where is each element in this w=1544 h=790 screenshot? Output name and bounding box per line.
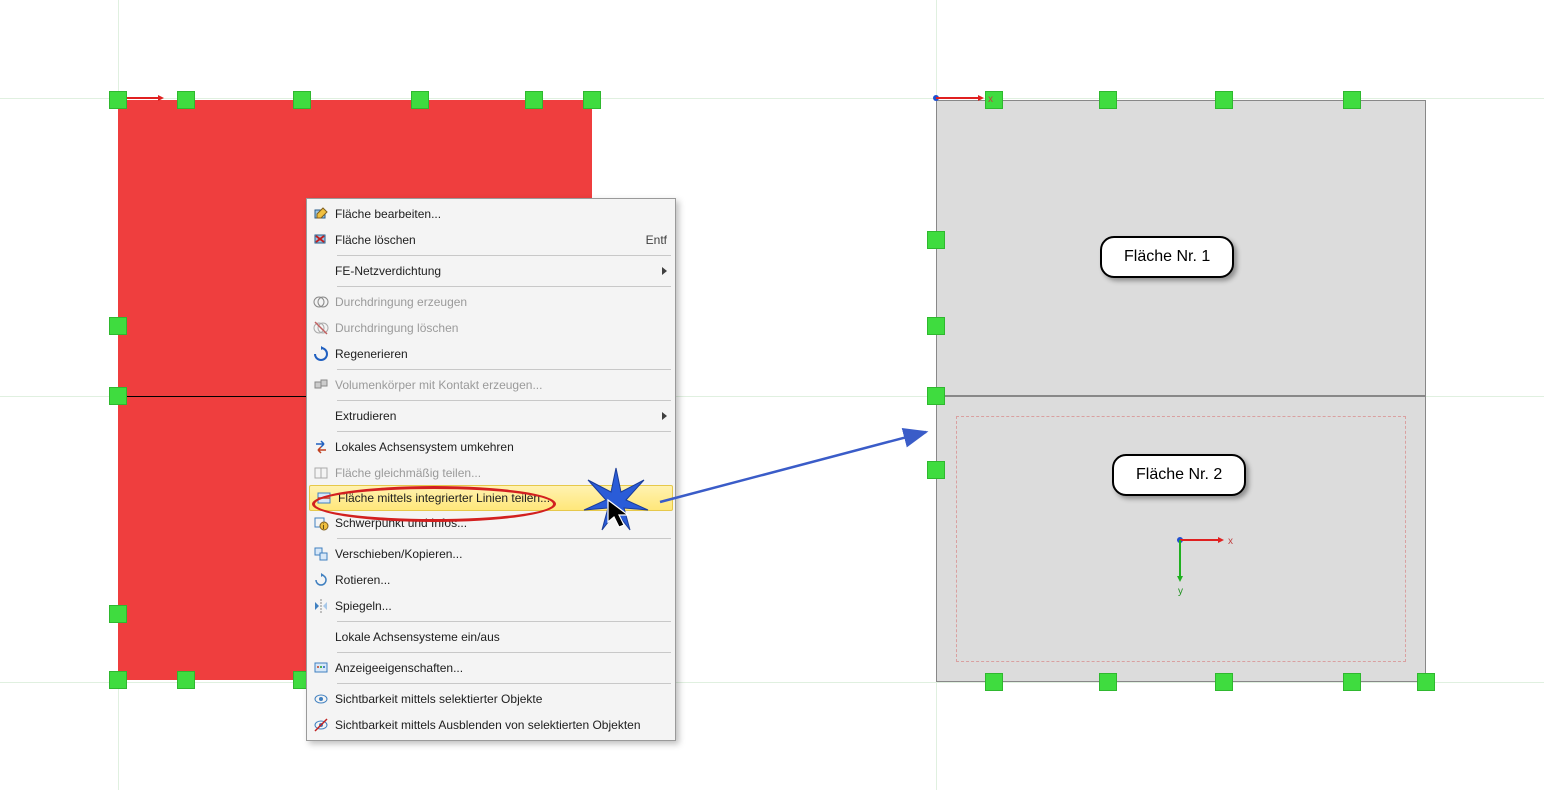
menu-separator — [337, 431, 671, 432]
node-marker[interactable] — [1343, 91, 1361, 109]
node-marker[interactable] — [177, 91, 195, 109]
menu-separator — [337, 286, 671, 287]
node-marker[interactable] — [109, 605, 127, 623]
move-copy-icon — [307, 546, 335, 562]
visibility-selected-icon — [307, 691, 335, 707]
node-marker[interactable] — [927, 317, 945, 335]
menu-item-fe-netzverdichtung[interactable]: FE-Netzverdichtung — [307, 258, 675, 284]
menu-item-move-copy[interactable]: Verschieben/Kopieren... — [307, 541, 675, 567]
menu-separator — [337, 400, 671, 401]
menu-item-mirror[interactable]: Spiegeln... — [307, 593, 675, 619]
menu-item-label: Lokale Achsensysteme ein/aus — [335, 630, 667, 644]
edit-surface-icon — [307, 206, 335, 222]
divide-even-icon — [307, 465, 335, 481]
node-marker[interactable] — [927, 387, 945, 405]
mirror-icon — [307, 598, 335, 614]
menu-item-label: FE-Netzverdichtung — [335, 264, 656, 278]
menu-item-shortcut: Entf — [646, 233, 667, 247]
submenu-arrow-icon — [662, 267, 667, 275]
menu-item-label: Durchdringung löschen — [335, 321, 667, 335]
divide-lines-icon — [310, 490, 338, 506]
menu-item-centroid-info[interactable]: iSchwerpunkt und Infos... — [307, 510, 675, 536]
menu-item-edit-surface[interactable]: Fläche bearbeiten... — [307, 201, 675, 227]
node-marker[interactable] — [109, 387, 127, 405]
menu-item-divide-lines[interactable]: Fläche mittels integrierter Linien teile… — [309, 485, 673, 511]
menu-separator — [337, 621, 671, 622]
node-marker[interactable] — [927, 461, 945, 479]
menu-item-label: Verschieben/Kopieren... — [335, 547, 667, 561]
node-marker[interactable] — [293, 91, 311, 109]
menu-item-label: Durchdringung erzeugen — [335, 295, 667, 309]
node-marker[interactable] — [1343, 673, 1361, 691]
menu-item-label: Lokales Achsensystem umkehren — [335, 440, 667, 454]
node-marker[interactable] — [411, 91, 429, 109]
visibility-hide-icon — [307, 717, 335, 733]
menu-item-lokale-achsensysteme-ein-aus[interactable]: Lokale Achsensysteme ein/aus — [307, 624, 675, 650]
node-marker[interactable] — [1099, 673, 1117, 691]
menu-item-label: Schwerpunkt und Infos... — [335, 516, 667, 530]
callout-surface-1-text: Fläche Nr. 1 — [1124, 248, 1210, 265]
menu-separator — [337, 652, 671, 653]
node-marker[interactable] — [177, 671, 195, 689]
menu-item-label: Fläche gleichmäßig teilen... — [335, 466, 667, 480]
menu-item-rotate[interactable]: Rotieren... — [307, 567, 675, 593]
node-marker[interactable] — [109, 671, 127, 689]
menu-item-intersection-delete: Durchdringung löschen — [307, 315, 675, 341]
menu-item-display-props[interactable]: Anzeigeeigenschaften... — [307, 655, 675, 681]
gridline-h — [0, 682, 1544, 683]
menu-separator — [337, 369, 671, 370]
menu-item-label: Spiegeln... — [335, 599, 667, 613]
solid-contact-icon — [307, 377, 335, 393]
node-marker[interactable] — [927, 231, 945, 249]
menu-separator — [337, 683, 671, 684]
axis-y-label: y — [1178, 586, 1183, 597]
axis-x-label: x — [1228, 536, 1233, 547]
rotate-icon — [307, 572, 335, 588]
menu-item-visibility-selected[interactable]: Sichtbarkeit mittels selektierter Objekt… — [307, 686, 675, 712]
gridline-h — [0, 98, 1544, 99]
display-props-icon — [307, 660, 335, 676]
intersection-delete-icon — [307, 320, 335, 336]
menu-item-solid-contact: Volumenkörper mit Kontakt erzeugen... — [307, 372, 675, 398]
menu-item-regenerate[interactable]: Regenerieren — [307, 341, 675, 367]
menu-item-label: Anzeigeeigenschaften... — [335, 661, 667, 675]
node-marker[interactable] — [1215, 673, 1233, 691]
node-marker[interactable] — [1215, 91, 1233, 109]
intersection-create-icon — [307, 294, 335, 310]
axis-x-label: x — [988, 94, 993, 105]
node-marker[interactable] — [1417, 673, 1435, 691]
node-marker[interactable] — [985, 673, 1003, 691]
callout-surface-1: Fläche Nr. 1 — [1100, 236, 1234, 278]
delete-surface-icon — [307, 232, 335, 248]
submenu-arrow-icon — [662, 412, 667, 420]
node-marker[interactable] — [109, 317, 127, 335]
callout-surface-2-text: Fläche Nr. 2 — [1136, 466, 1222, 483]
context-menu: Fläche bearbeiten... Fläche löschenEntf FE… — [306, 198, 676, 741]
menu-item-label: Rotieren... — [335, 573, 667, 587]
menu-item-intersection-create: Durchdringung erzeugen — [307, 289, 675, 315]
menu-item-label: Volumenkörper mit Kontakt erzeugen... — [335, 378, 667, 392]
regenerate-icon — [307, 346, 335, 362]
menu-item-visibility-hide[interactable]: Sichtbarkeit mittels Ausblenden von sele… — [307, 712, 675, 738]
node-marker[interactable] — [525, 91, 543, 109]
menu-item-label: Extrudieren — [335, 409, 656, 423]
reverse-axis-icon — [307, 439, 335, 455]
node-marker[interactable] — [583, 91, 601, 109]
menu-item-label: Fläche löschen — [335, 233, 646, 247]
menu-item-label: Fläche bearbeiten... — [335, 207, 667, 221]
menu-item-delete-surface[interactable]: Fläche löschenEntf — [307, 227, 675, 253]
menu-separator — [337, 538, 671, 539]
menu-item-label: Regenerieren — [335, 347, 667, 361]
menu-item-label: Sichtbarkeit mittels selektierter Objekt… — [335, 692, 667, 706]
menu-item-extrudieren[interactable]: Extrudieren — [307, 403, 675, 429]
node-marker[interactable] — [1099, 91, 1117, 109]
centroid-info-icon: i — [307, 515, 335, 531]
menu-separator — [337, 255, 671, 256]
menu-item-label: Sichtbarkeit mittels Ausblenden von sele… — [335, 718, 667, 732]
menu-item-reverse-axis[interactable]: Lokales Achsensystem umkehren — [307, 434, 675, 460]
menu-item-divide-even: Fläche gleichmäßig teilen... — [307, 460, 675, 486]
menu-item-label: Fläche mittels integrierter Linien teile… — [338, 491, 664, 505]
callout-surface-2: Fläche Nr. 2 — [1112, 454, 1246, 496]
node-marker[interactable] — [109, 91, 127, 109]
